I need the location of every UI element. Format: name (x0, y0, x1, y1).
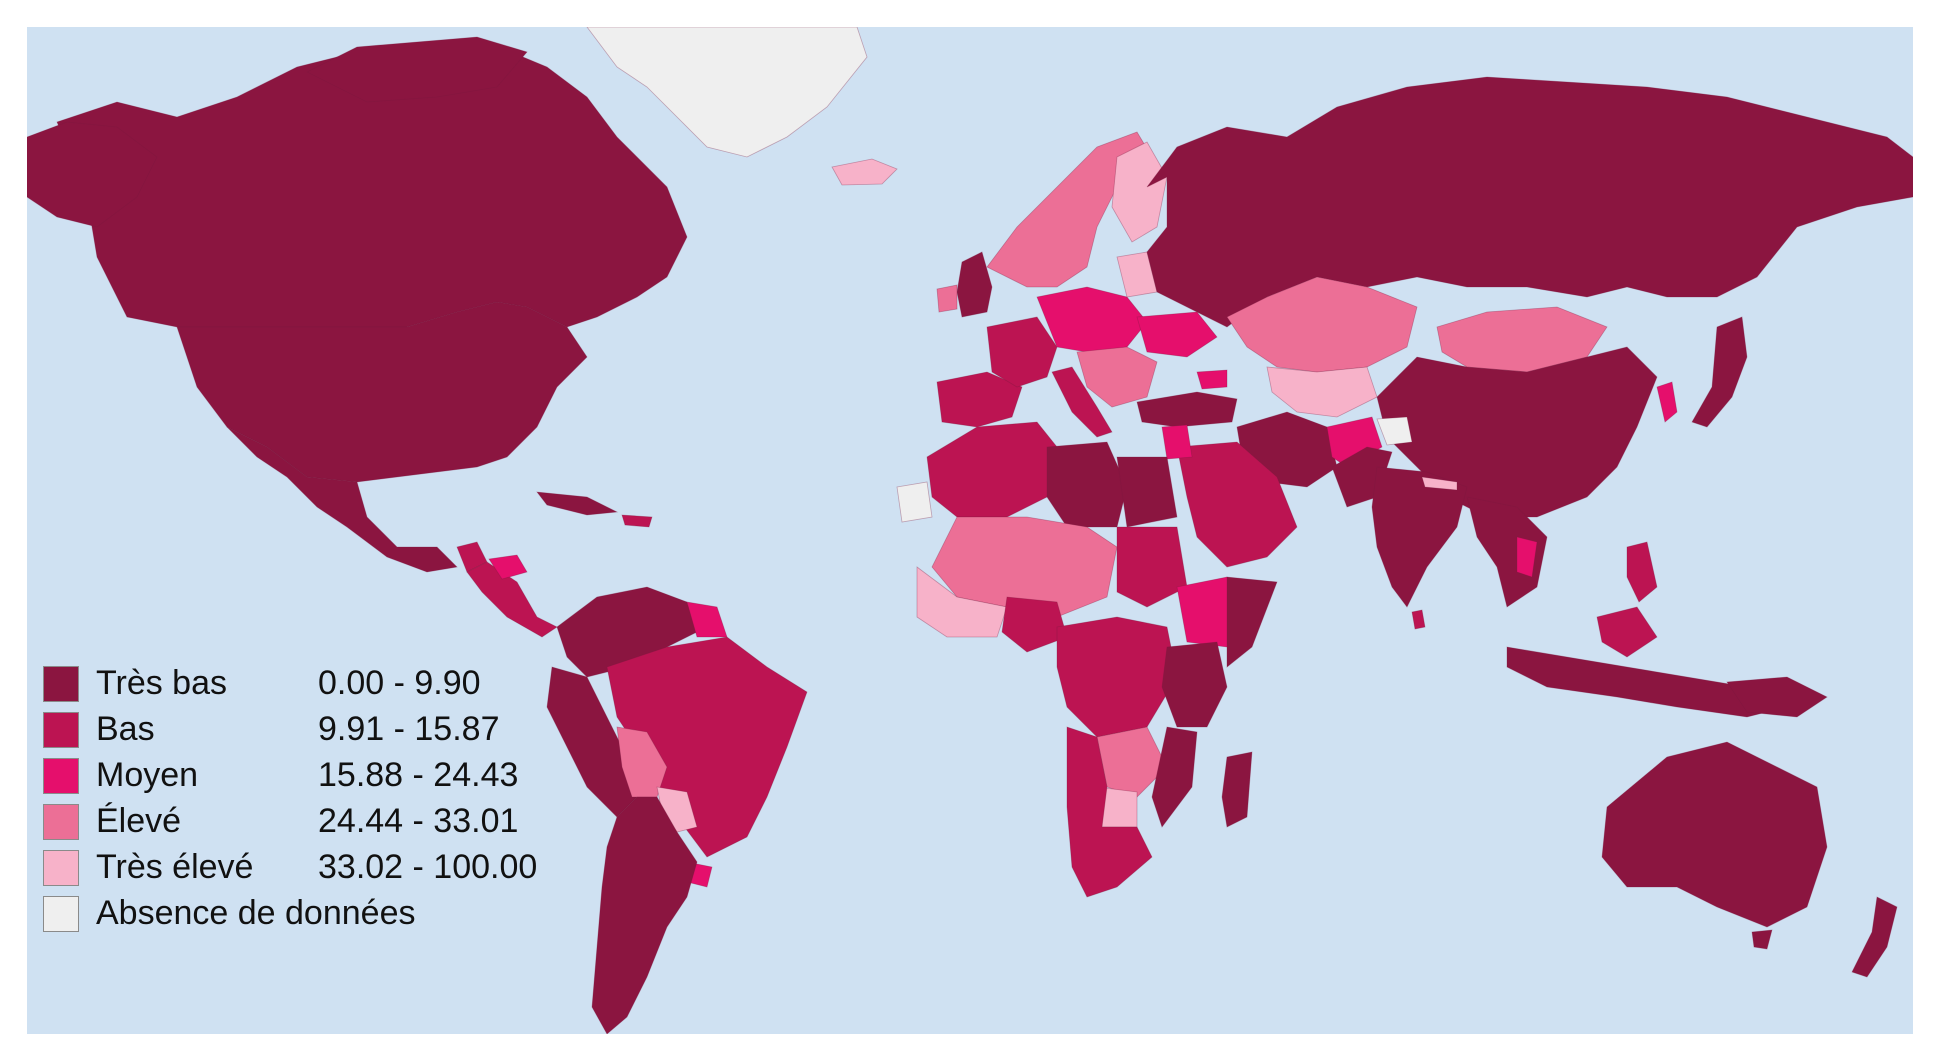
country-japan (1691, 316, 1748, 428)
country-western-sahara (896, 481, 933, 523)
country-levant (1161, 424, 1193, 460)
country-thailand-cambodia (1516, 536, 1538, 578)
world-choropleth-map (27, 27, 1913, 1034)
legend-range: 33.02 - 100.00 (318, 848, 538, 886)
country-papua (1726, 676, 1828, 718)
country-madagascar (1221, 751, 1253, 828)
legend-label: Très bas (96, 664, 228, 702)
legend-range: 24.44 - 33.01 (318, 802, 519, 840)
country-new-zealand (1851, 896, 1898, 978)
legend-label: Très élevé (96, 848, 254, 886)
country-horn (1226, 576, 1278, 668)
country-maghreb (926, 421, 1058, 518)
country-nigeria (1001, 596, 1068, 653)
country-alaska (27, 121, 158, 228)
legend-range: 9.91 - 15.87 (318, 710, 500, 748)
country-iceland (831, 158, 898, 186)
country-ireland (936, 284, 958, 313)
legend-label: Bas (96, 710, 155, 748)
country-argentina-chile (591, 796, 698, 1034)
country-kashmir (1376, 416, 1413, 446)
country-france (986, 316, 1058, 388)
country-greenland (586, 27, 868, 158)
country-arabia (1176, 441, 1298, 568)
country-southern-central (1096, 726, 1168, 798)
country-nepal (1421, 476, 1458, 491)
country-central-africa (1056, 616, 1178, 738)
country-central-asia (1266, 366, 1378, 418)
country-southern-africa (1066, 726, 1153, 898)
country-turkey (1136, 391, 1238, 428)
country-colombia-venezuela (556, 586, 698, 678)
legend-range: 15.88 - 24.43 (318, 756, 519, 794)
country-iberia (936, 371, 1023, 428)
country-east-africa (1161, 641, 1228, 728)
legend-swatch (43, 712, 79, 748)
country-balkans (1076, 346, 1158, 408)
country-sri-lanka (1411, 609, 1426, 630)
country-central-europe (1036, 286, 1148, 353)
country-sahel (931, 516, 1118, 618)
legend-swatch (43, 666, 79, 702)
legend-swatch (43, 758, 79, 794)
country-honduras (488, 554, 528, 580)
country-libya (1046, 441, 1128, 528)
legend-label: Absence de données (96, 894, 416, 932)
country-caucasus (1196, 369, 1228, 390)
country-arctic-islands (306, 36, 528, 103)
country-egypt (1116, 456, 1178, 528)
country-uk (956, 251, 993, 318)
country-india (1371, 466, 1468, 608)
legend-swatch (43, 804, 79, 840)
country-cuba (536, 491, 619, 516)
country-australia (1601, 741, 1828, 928)
legend-range: 0.00 - 9.90 (318, 664, 481, 702)
country-usa (176, 301, 588, 483)
country-west-africa (916, 566, 1008, 638)
country-philippines (1626, 541, 1658, 603)
legend-swatch (43, 850, 79, 886)
country-kazakhstan (1226, 276, 1418, 373)
country-korea (1656, 381, 1678, 423)
country-finland (1111, 141, 1168, 243)
legend-label: Moyen (96, 756, 199, 794)
legend-swatch (43, 896, 79, 932)
country-italy (1051, 366, 1113, 438)
country-russia (1146, 76, 1913, 328)
country-southeast-asia (1466, 496, 1548, 608)
country-mexico (226, 426, 458, 573)
country-borneo (1596, 606, 1658, 658)
country-ukraine (1136, 311, 1218, 358)
country-caribbean (621, 514, 653, 528)
legend-label: Élevé (96, 802, 182, 840)
map-svg (27, 27, 1913, 1034)
country-sudan (1116, 526, 1188, 608)
country-mozambique (1151, 726, 1198, 828)
country-tasmania (1751, 929, 1773, 950)
